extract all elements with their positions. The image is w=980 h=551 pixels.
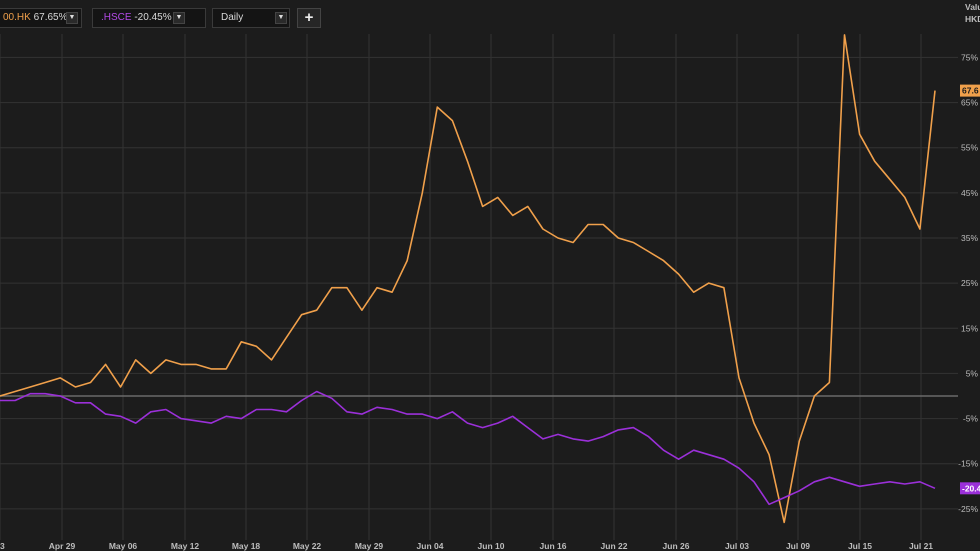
chart-toolbar: 00.HK 67.65% ▼ .HSCE -20.45% ▼ Daily ▼ + — [0, 0, 980, 34]
chart-grid — [0, 34, 958, 540]
series1-dropdown-icon[interactable]: ▼ — [66, 12, 78, 24]
y-tick-label: 75% — [961, 52, 978, 62]
series2-value-badge-bg — [960, 482, 980, 495]
x-tick-label: Jul 09 — [786, 541, 810, 551]
series2-dropdown-icon[interactable]: ▼ — [173, 12, 185, 24]
interval-selector[interactable]: Daily ▼ — [212, 8, 290, 28]
x-tick-label: May 18 — [232, 541, 261, 551]
y-tick-label: 15% — [961, 323, 978, 333]
x-tick-label: Apr 29 — [49, 541, 76, 551]
y-tick-label: -15% — [958, 459, 978, 469]
series1-symbol: 00.HK — [3, 12, 31, 23]
add-series-button[interactable]: + — [297, 8, 321, 28]
x-tick-label: Jul 03 — [725, 541, 749, 551]
x-tick-label: Jul 21 — [909, 541, 933, 551]
series2-change: -20.45% — [134, 12, 172, 23]
x-tick-label: Jun 26 — [663, 541, 690, 551]
y-tick-label: 65% — [961, 98, 978, 108]
x-tick-label: Jun 22 — [601, 541, 628, 551]
series2-symbol: .HSCE — [101, 12, 132, 23]
x-tick-label: Jun 16 — [540, 541, 567, 551]
interval-label: Daily — [221, 12, 244, 23]
series1-value-badge: 67.6 — [962, 86, 979, 96]
y-tick-label: -5% — [963, 414, 979, 424]
series1-change: 67.65% — [33, 12, 68, 23]
y-tick-label: 25% — [961, 278, 978, 288]
series-line-1 — [0, 34, 936, 524]
x-tick-label: May 29 — [355, 541, 384, 551]
x-tick-label: May 22 — [293, 541, 322, 551]
y-tick-label: 45% — [961, 188, 978, 198]
x-tick-label: Jun 10 — [478, 541, 505, 551]
x-tick-label: Jun 04 — [417, 541, 444, 551]
axis-header-line1: Valu — [965, 2, 980, 12]
interval-dropdown-icon[interactable]: ▼ — [275, 12, 287, 24]
y-tick-label: 35% — [961, 233, 978, 243]
y-tick-label: 55% — [961, 143, 978, 153]
x-tick-label: May 12 — [171, 541, 200, 551]
y-tick-label: 5% — [966, 368, 979, 378]
x-tick-label: Jul 15 — [848, 541, 872, 551]
series2-selector[interactable]: .HSCE -20.45% ▼ — [92, 8, 206, 28]
y-tick-label: -25% — [958, 504, 978, 514]
x-tick-label: 23 — [0, 541, 5, 551]
axis-header-line2: HKD — [965, 14, 980, 24]
x-tick-label: May 06 — [109, 541, 138, 551]
series1-value-badge-bg — [960, 84, 980, 97]
series1-selector[interactable]: 00.HK 67.65% ▼ — [0, 8, 82, 28]
series-line-2 — [0, 390, 936, 506]
series2-value-badge: -20.4 — [962, 483, 980, 493]
